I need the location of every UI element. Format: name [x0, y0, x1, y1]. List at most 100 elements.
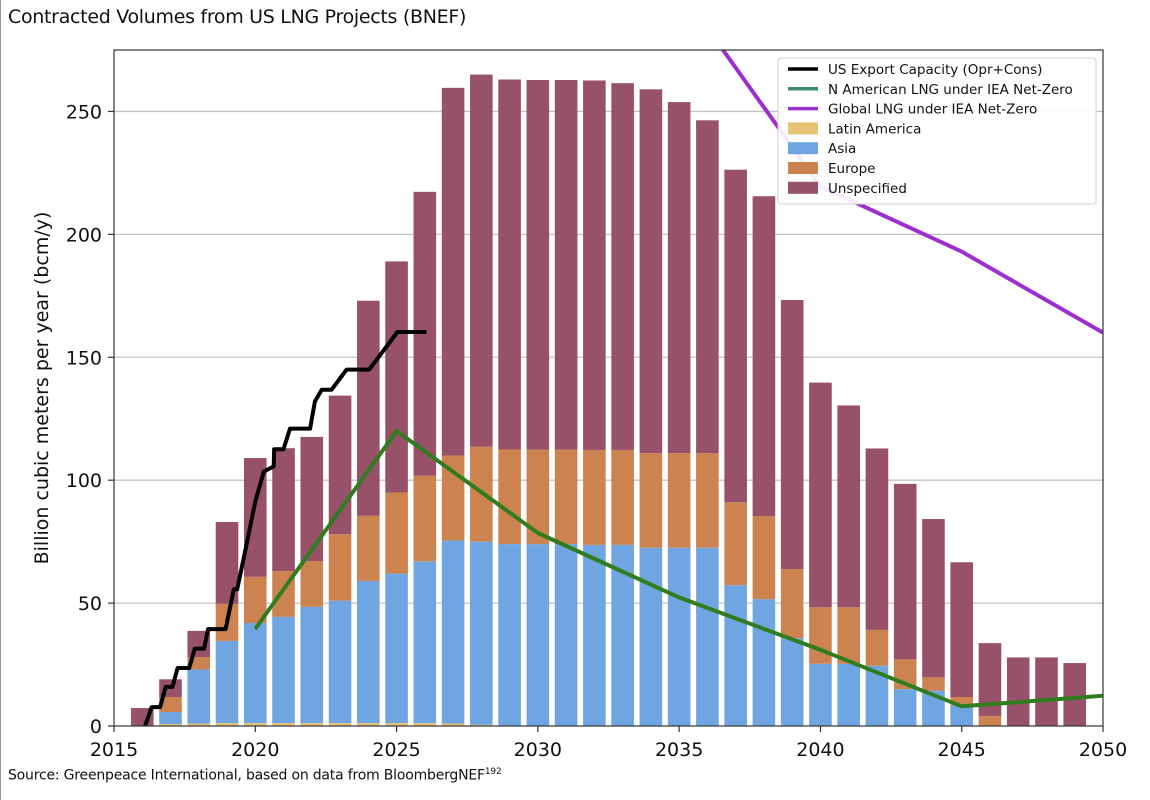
y-tick-label: 250 [66, 101, 102, 123]
source-note: Source: Greenpeace International, based … [8, 767, 502, 784]
legend-swatch-patch [788, 181, 818, 194]
bar-unspecified [272, 448, 295, 572]
bar-asia [215, 640, 239, 724]
y-tick-label: 50 [78, 593, 102, 615]
lines-group [143, 50, 1103, 726]
bar-asia [159, 711, 182, 725]
bar-unspecified [893, 483, 917, 660]
bar-unspecified [1006, 657, 1030, 726]
bar-latin-america [159, 724, 182, 726]
x-tick-label: 2035 [655, 739, 703, 761]
image-border [0, 0, 1, 800]
bar-europe [809, 607, 832, 664]
bar-latin-america [328, 723, 352, 726]
bar-latin-america [413, 723, 437, 726]
bar-asia [893, 689, 917, 726]
source-footnote: 192 [484, 767, 502, 777]
bar-europe [554, 449, 578, 545]
bar-europe [837, 607, 860, 664]
legend-box [777, 57, 1097, 205]
plot-frame [113, 49, 1104, 727]
bar-latin-america [385, 723, 408, 726]
bar-asia [385, 573, 408, 724]
bar-asia [300, 606, 324, 724]
legend-label: Europe [828, 161, 875, 177]
bar-asia [696, 547, 719, 726]
bar-unspecified [583, 80, 606, 450]
bar-asia [809, 663, 832, 726]
bar-asia [187, 669, 211, 724]
y-tick-label: 0 [90, 716, 102, 738]
bar-asia [554, 544, 578, 726]
legend-label: Latin America [828, 121, 921, 137]
legend-label: Unspecified [828, 181, 907, 197]
bar-unspecified [978, 643, 1002, 716]
legend-swatch-patch [788, 162, 818, 174]
bar-asia [922, 690, 945, 726]
bar-europe [243, 576, 267, 624]
bar-unspecified [922, 519, 945, 678]
bar-europe [357, 515, 380, 581]
bar-unspecified [554, 79, 578, 450]
bar-europe [413, 475, 437, 562]
bar-latin-america [187, 723, 211, 726]
bar-asia [328, 600, 352, 724]
source-text: Source: Greenpeace International, based … [8, 767, 485, 784]
bar-asia [526, 544, 550, 726]
bar-latin-america [300, 723, 324, 726]
bar-latin-america [215, 723, 239, 726]
x-tick-label: 2030 [514, 739, 562, 761]
legend-label: N American LNG under IEA Net-Zero [828, 82, 1073, 98]
bar-asia [413, 561, 437, 724]
bar-asia [611, 544, 634, 726]
line-n-american-lng-under-iea-net-zero [253, 429, 1103, 709]
bar-latin-america [272, 723, 295, 726]
legend-label: US Export Capacity (Opr+Cons) [828, 62, 1042, 78]
line-us-export-capacity-opr-cons- [143, 330, 427, 726]
bar-asia [667, 547, 691, 726]
bar-asia [837, 663, 860, 726]
bar-europe [950, 696, 974, 706]
bar-europe [752, 516, 776, 600]
bar-asia [950, 705, 974, 726]
bar-unspecified [667, 102, 691, 454]
y-tick-label: 200 [66, 224, 102, 246]
y-tick-label: 150 [66, 347, 102, 369]
bar-unspecified [639, 89, 663, 454]
bar-unspecified [526, 79, 550, 450]
legend-label: Asia [828, 141, 856, 157]
bar-europe [159, 696, 182, 712]
bar-latin-america [243, 723, 267, 726]
bar-europe [583, 449, 606, 545]
x-tick-label: 2020 [231, 739, 279, 761]
bar-asia [272, 616, 295, 724]
y-axis-label: Billion cubic meters per year (bcm/y) [31, 212, 53, 565]
bar-asia [865, 665, 889, 726]
bar-europe [865, 629, 889, 666]
x-tick-label: 2045 [938, 739, 986, 761]
bar-unspecified [752, 196, 776, 517]
bar-europe [385, 492, 408, 574]
bar-europe [328, 534, 352, 601]
bar-europe [300, 561, 324, 607]
chart-title: Contracted Volumes from US LNG Projects … [8, 6, 467, 28]
bar-europe [696, 453, 719, 548]
bar-asia [470, 541, 493, 725]
bar-asia [752, 599, 776, 726]
bar-europe [611, 449, 634, 545]
bar-europe [498, 449, 521, 545]
bar-unspecified [780, 299, 804, 570]
bar-unspecified [865, 448, 889, 630]
bar-europe [922, 677, 945, 691]
bar-unspecified [1063, 663, 1087, 726]
x-tick-label: 2040 [796, 739, 844, 761]
x-tick-label: 2015 [90, 739, 138, 761]
bar-unspecified [950, 562, 974, 697]
y-tick-label: 100 [66, 470, 102, 492]
bar-europe [978, 715, 1002, 726]
legend-swatch-patch [788, 142, 818, 155]
bar-unspecified [441, 87, 465, 456]
bar-asia [780, 638, 804, 726]
bar-asia [583, 544, 606, 726]
line-global-lng-under-iea-net-zero [720, 50, 1103, 335]
